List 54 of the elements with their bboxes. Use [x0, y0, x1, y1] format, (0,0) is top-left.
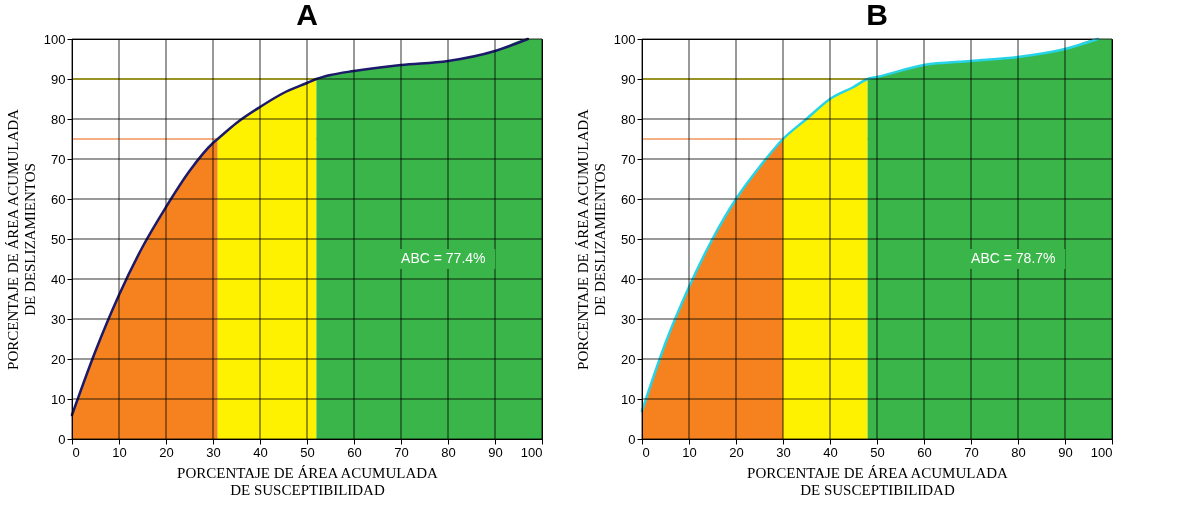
y-tick-label: 70 — [51, 151, 66, 167]
y-tick-label: 80 — [51, 111, 66, 127]
x-tick-label: 40 — [253, 444, 268, 460]
x-tick-label: 0 — [72, 444, 80, 460]
x-tick-label: 20 — [159, 444, 174, 460]
y-tick-label: 50 — [621, 231, 636, 247]
chart-title: A — [296, 0, 318, 31]
x-tick-label: 100 — [1090, 444, 1113, 460]
y-axis-title: PORCENTAJE DE ÁREA ACUMULADA DE DESLIZAMIENTOS — [574, 108, 608, 370]
y-tick-label: 50 — [51, 231, 66, 247]
y-tick-label: 90 — [621, 71, 636, 87]
y-tick-label: 20 — [51, 351, 66, 367]
y-tick-label: 90 — [51, 71, 66, 87]
chart-title: B — [866, 0, 888, 31]
y-tick-label: 0 — [58, 431, 66, 447]
x-tick-label: 40 — [823, 444, 838, 460]
y-tick-label: 30 — [51, 311, 66, 327]
x-tick-label: 30 — [206, 444, 221, 460]
x-tick-label: 90 — [488, 444, 503, 460]
line-series — [640, 37, 1100, 413]
x-tick-label: 50 — [300, 444, 315, 460]
x-tick-label: 60 — [347, 444, 362, 460]
annotation: ABC = 77.4% — [401, 250, 486, 266]
y-tick-label: 70 — [621, 151, 636, 167]
x-axis-title: PORCENTAJE DE ÁREA ACUMULADA DE SUSCEPTIBILIDAD — [177, 464, 439, 498]
x-tick-label: 70 — [964, 444, 979, 460]
y-tick-label: 60 — [51, 191, 66, 207]
x-tick-label: 30 — [776, 444, 791, 460]
line-series — [70, 37, 530, 417]
x-tick-label: 60 — [917, 444, 932, 460]
y-tick-label: 40 — [621, 271, 636, 287]
x-tick-label: 70 — [394, 444, 409, 460]
x-tick-label: 90 — [1058, 444, 1073, 460]
y-tick-label: 40 — [51, 271, 66, 287]
y-tick-label: 60 — [621, 191, 636, 207]
y-tick-label: 20 — [621, 351, 636, 367]
y-tick-label: 10 — [51, 391, 66, 407]
x-tick-label: 10 — [682, 444, 697, 460]
x-axis-title: PORCENTAJE DE ÁREA ACUMULADA DE SUSCEPTIBILIDAD — [747, 464, 1009, 498]
annotation: ABC = 78.7% — [971, 250, 1056, 266]
y-tick-label: 10 — [621, 391, 636, 407]
y-tick-label: 100 — [43, 31, 66, 47]
y-tick-label: 100 — [613, 31, 636, 47]
x-tick-label: 0 — [642, 444, 650, 460]
x-tick-label: 20 — [729, 444, 744, 460]
y-tick-label: 80 — [621, 111, 636, 127]
x-tick-label: 50 — [870, 444, 885, 460]
y-tick-label: 0 — [628, 431, 636, 447]
x-tick-label: 80 — [1011, 444, 1026, 460]
x-tick-label: 100 — [520, 444, 543, 460]
x-tick-label: 10 — [112, 444, 127, 460]
y-axis-title: PORCENTAJE DE ÁREA ACUMULADA DE DESLIZAMIENTOS — [4, 108, 38, 370]
y-tick-label: 30 — [621, 311, 636, 327]
x-tick-label: 80 — [441, 444, 456, 460]
